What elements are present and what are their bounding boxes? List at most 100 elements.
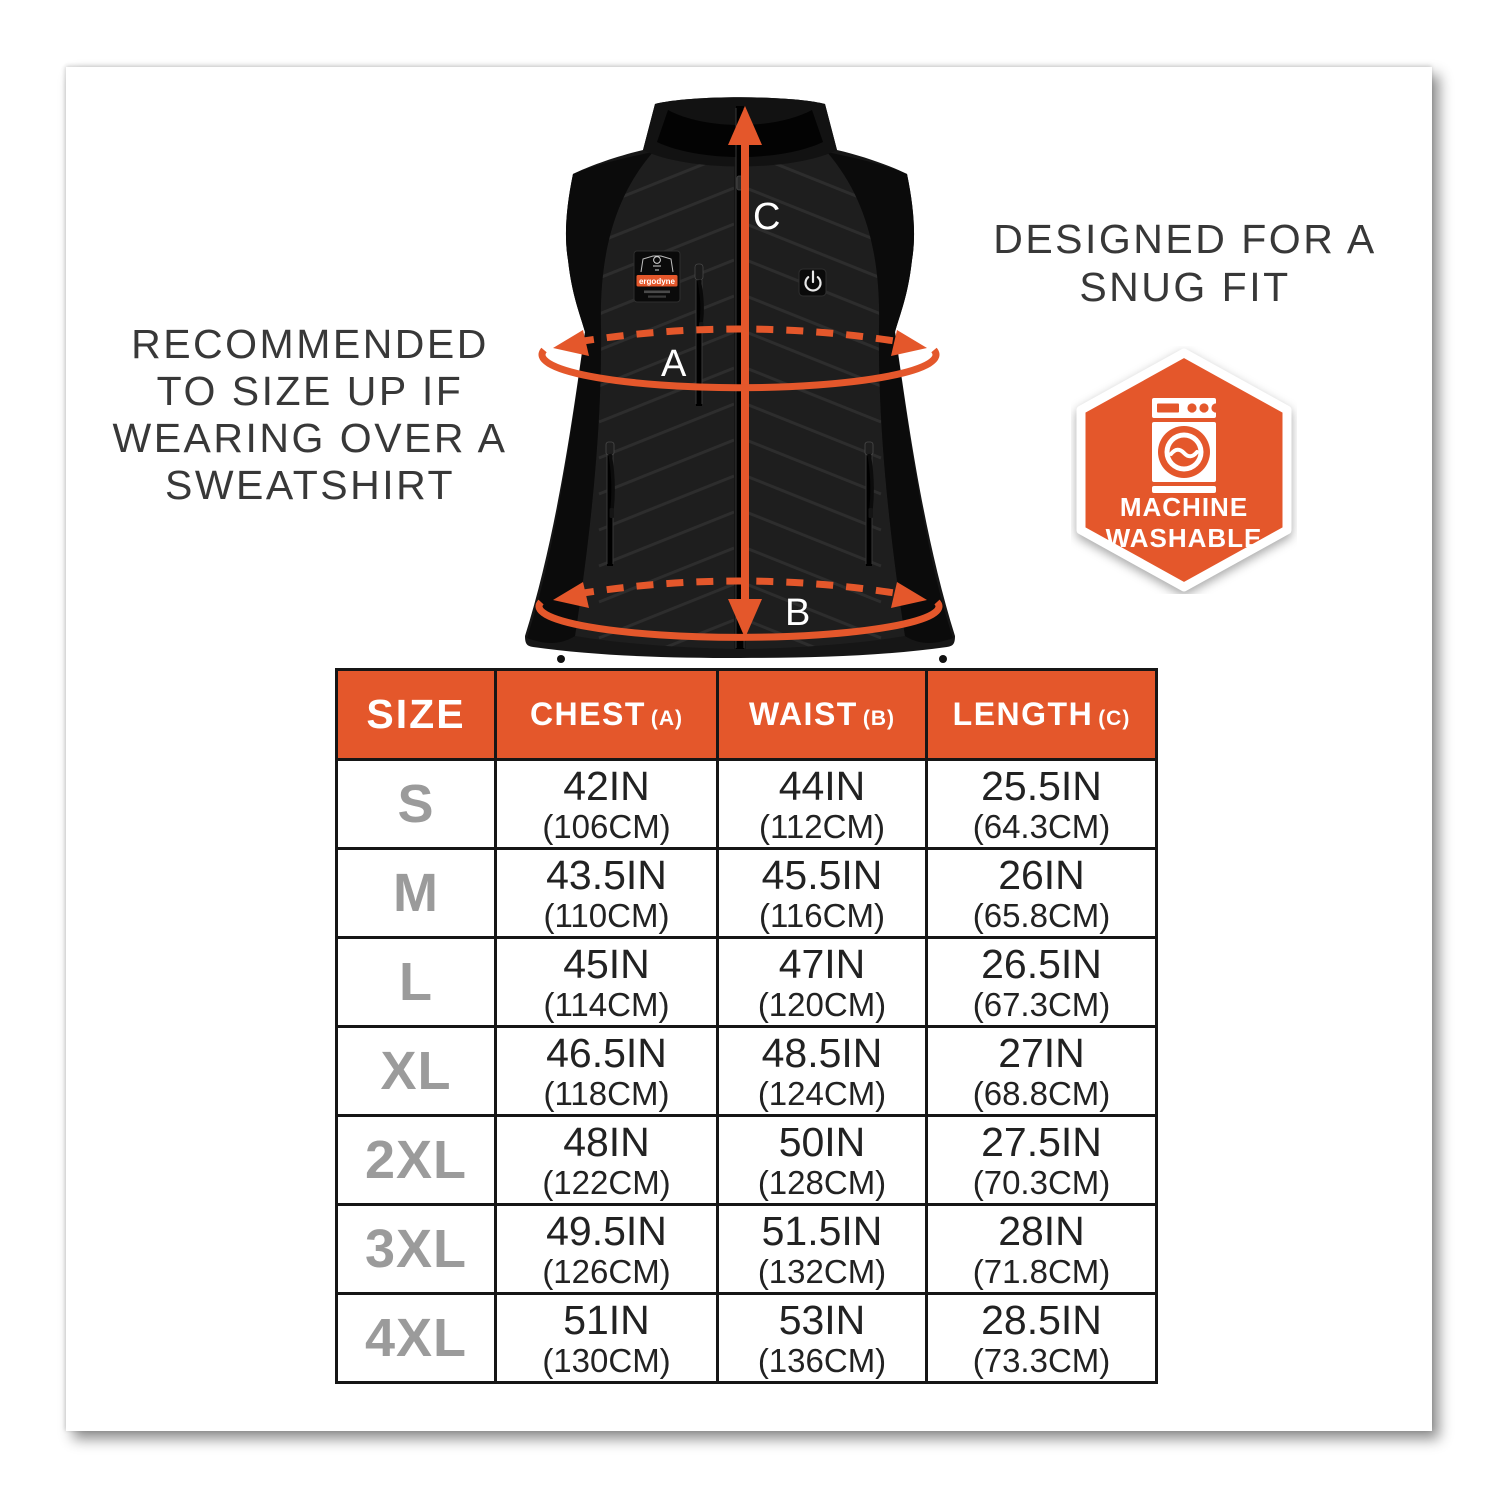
waist-cell: 50IN (128CM) (716, 1114, 928, 1206)
waist-inches: 50IN (778, 1118, 866, 1165)
waist-cell: 45.5IN (116CM) (716, 847, 928, 939)
size-up-note: RECOMMENDED TO SIZE UP IF WEARING OVER A… (84, 321, 536, 509)
length-label: C (753, 196, 780, 238)
length-inches: 27.5IN (981, 1118, 1102, 1165)
length-inches: 27IN (998, 1029, 1085, 1076)
machine-washable-badge: MACHINE WASHABLE (1076, 348, 1292, 592)
chest-inches: 46.5IN (546, 1029, 667, 1076)
length-cell: 27IN (68.8CM) (925, 1025, 1158, 1117)
waist-cell: 47IN (120CM) (716, 936, 928, 1028)
length-cell: 25.5IN (64.3CM) (925, 758, 1158, 850)
chest-inches: 48IN (563, 1118, 650, 1165)
length-inches: 26.5IN (981, 940, 1102, 987)
chest-label: A (661, 343, 687, 385)
chest-cm: (106CM) (542, 807, 671, 845)
length-cm: (73.3CM) (972, 1341, 1111, 1379)
length-cell: 28.5IN (73.3CM) (925, 1292, 1158, 1384)
badge-line2: WASHABLE (1106, 523, 1263, 553)
waist-cm: (128CM) (757, 1163, 887, 1201)
waist-column-header: WAIST (B) (716, 668, 928, 761)
chest-zipper (694, 263, 704, 406)
table-header-row: SIZE CHEST (A) WAIST (B) LENGTH (C) (335, 668, 1158, 761)
length-cell: 27.5IN (70.3CM) (925, 1114, 1158, 1206)
waist-cm: (136CM) (757, 1341, 887, 1379)
waist-inches: 44IN (778, 762, 866, 809)
chest-cell: 42IN (106CM) (494, 758, 719, 850)
vest-illustration: ergodyne (525, 97, 955, 663)
table-row: S 42IN (106CM) 44IN (112CM) 25.5IN (64.3CM) (335, 758, 1158, 850)
table-row: XL 46.5IN (118CM) 48.5IN (124CM) 27IN (68.8CM) (335, 1025, 1158, 1117)
length-inches: 26IN (998, 851, 1085, 898)
chest-cm: (126CM) (542, 1252, 671, 1290)
waist-cell: 44IN (112CM) (716, 758, 928, 850)
chest-inches: 43.5IN (546, 851, 667, 898)
lower-zipper-left (605, 441, 615, 566)
length-arrow (728, 106, 762, 638)
chest-inches: 49.5IN (546, 1207, 667, 1254)
length-cm: (70.3CM) (972, 1163, 1111, 1201)
snug-fit-note: DESIGNED FOR A SNUG FIT (965, 215, 1405, 311)
chest-column-header: CHEST (A) (494, 668, 719, 761)
size-label-cell: L (335, 936, 497, 1028)
size-label-cell: XL (335, 1025, 497, 1117)
size-table: SIZE CHEST (A) WAIST (B) LENGTH (C) S 42IN (1… (335, 668, 1158, 1384)
length-inches: 28IN (998, 1207, 1085, 1254)
length-cm: (65.8CM) (972, 896, 1111, 934)
chest-cell: 51IN (130CM) (494, 1292, 719, 1384)
waist-cm: (132CM) (757, 1252, 887, 1290)
chest-cm: (114CM) (543, 985, 670, 1023)
length-cm: (68.8CM) (972, 1074, 1111, 1112)
length-cell: 26.5IN (67.3CM) (925, 936, 1158, 1028)
waist-inches: 53IN (778, 1296, 866, 1343)
length-cm: (64.3CM) (972, 807, 1111, 845)
chest-cell: 49.5IN (126CM) (494, 1203, 719, 1295)
size-column-header: SIZE (335, 668, 497, 761)
washing-machine-icon (1152, 398, 1221, 493)
waist-inches: 47IN (778, 940, 866, 987)
brand-patch-label: ergodyne (639, 277, 676, 286)
note-line: RECOMMENDED (131, 321, 489, 367)
waist-inches: 51.5IN (761, 1207, 883, 1254)
table-row: 4XL 51IN (130CM) 53IN (136CM) 28.5IN (73.3CM) (335, 1292, 1158, 1384)
hem-cord-right (939, 655, 947, 663)
note-line: SWEATSHIRT (165, 462, 455, 508)
size-label-cell: 3XL (335, 1203, 497, 1295)
patch-figure (653, 256, 661, 264)
chest-cm: (110CM) (543, 896, 670, 934)
note-line: SNUG FIT (1079, 264, 1291, 310)
waist-cell: 53IN (136CM) (716, 1292, 928, 1384)
power-icon (798, 268, 827, 297)
table-row: M 43.5IN (110CM) 45.5IN (116CM) 26IN (65.8CM) (335, 847, 1158, 939)
length-inches: 28.5IN (981, 1296, 1102, 1343)
chest-cm: (130CM) (542, 1341, 671, 1379)
size-label-cell: 2XL (335, 1114, 497, 1206)
waist-inches: 45.5IN (761, 851, 883, 898)
chest-cm: (118CM) (543, 1074, 670, 1112)
note-line: TO SIZE UP IF (156, 368, 464, 414)
vest-side-panel-left (527, 152, 653, 643)
table-row: 2XL 48IN (122CM) 50IN (128CM) 27.5IN (70.3CM) (335, 1114, 1158, 1206)
waist-cell: 51.5IN (132CM) (716, 1203, 928, 1295)
badge-line1: MACHINE (1120, 492, 1248, 522)
chest-inches: 51IN (563, 1296, 650, 1343)
length-cell: 28IN (71.8CM) (925, 1203, 1158, 1295)
waist-cm: (124CM) (757, 1074, 887, 1112)
waist-cell: 48.5IN (124CM) (716, 1025, 928, 1117)
length-inches: 25.5IN (981, 762, 1102, 809)
chest-inches: 45IN (563, 940, 650, 987)
length-cm: (71.8CM) (972, 1252, 1111, 1290)
length-cm: (67.3CM) (972, 985, 1111, 1023)
waist-cm: (120CM) (757, 985, 887, 1023)
size-label-cell: S (335, 758, 497, 850)
chest-cm: (122CM) (542, 1163, 671, 1201)
length-cell: 26IN (65.8CM) (925, 847, 1158, 939)
chest-cell: 45IN (114CM) (494, 936, 719, 1028)
lower-zipper-right (864, 441, 874, 566)
hem-cord-left (557, 655, 565, 663)
waist-label: B (785, 592, 810, 634)
waist-measure-ellipse (535, 577, 943, 641)
brand-patch: ergodyne (633, 250, 681, 303)
size-label-cell: M (335, 847, 497, 939)
chest-measure-ellipse (538, 325, 940, 392)
waist-inches: 48.5IN (761, 1029, 883, 1076)
